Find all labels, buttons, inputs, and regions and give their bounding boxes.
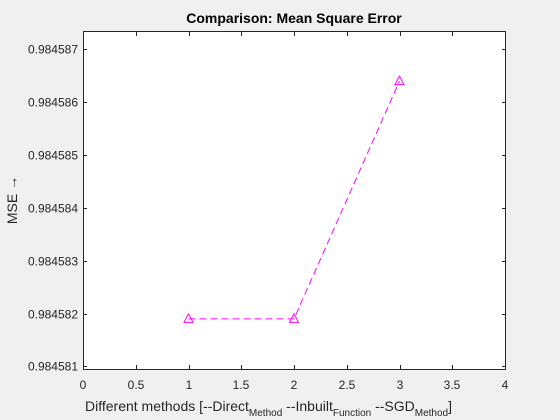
y-tick-label: 0.984583 [28, 255, 78, 269]
x-axis-label-subscript: Method [249, 408, 282, 419]
x-tick-label: 0 [80, 378, 87, 392]
y-tick-label: 0.984585 [28, 149, 78, 163]
x-tick-label: 3 [397, 378, 404, 392]
x-axis-label-part: Different methods [--Direct [85, 398, 249, 414]
chart-title: Comparison: Mean Square Error [186, 10, 402, 26]
x-axis-label-part: --SGD [371, 398, 415, 414]
data-point-triangle [394, 75, 405, 86]
x-axis-label: Different methods [--DirectMethod --Inbu… [85, 398, 452, 419]
series-marks [183, 75, 405, 323]
x-axis-label-part: ] [448, 398, 452, 414]
x-tick-label: 2 [291, 378, 298, 392]
y-tick-label: 0.984584 [28, 202, 78, 216]
x-axis-label-subscript: Method [415, 408, 448, 419]
x-ticks: 0 0.5 1 1.5 2 2.5 3 3.5 4 [80, 32, 509, 392]
y-axis-label: MSE → [4, 176, 20, 224]
y-tick-label: 0.984582 [28, 308, 78, 322]
y-tick-label: 0.984581 [28, 360, 78, 374]
x-tick-label: 1.5 [233, 378, 250, 392]
data-point-triangle [288, 312, 300, 323]
y-tick-label: 0.984586 [28, 96, 78, 110]
series-line [188, 80, 400, 320]
x-tick-label: 0.5 [128, 378, 145, 392]
y-tick-label: 0.984587 [28, 43, 78, 57]
axes-box [83, 31, 506, 370]
x-axis-label-subscript: Function [333, 408, 371, 419]
x-tick-label: 2.5 [339, 378, 356, 392]
x-tick-label: 3.5 [444, 378, 461, 392]
x-axis-label-part: --Inbuilt [282, 398, 333, 414]
x-tick-label: 1 [186, 378, 193, 392]
data-point-triangle [183, 312, 194, 323]
axes-background [83, 31, 505, 369]
x-tick-label: 4 [502, 378, 509, 392]
y-ticks: 0.984581 0.984582 0.984583 0.984584 0.984585… [28, 43, 506, 374]
